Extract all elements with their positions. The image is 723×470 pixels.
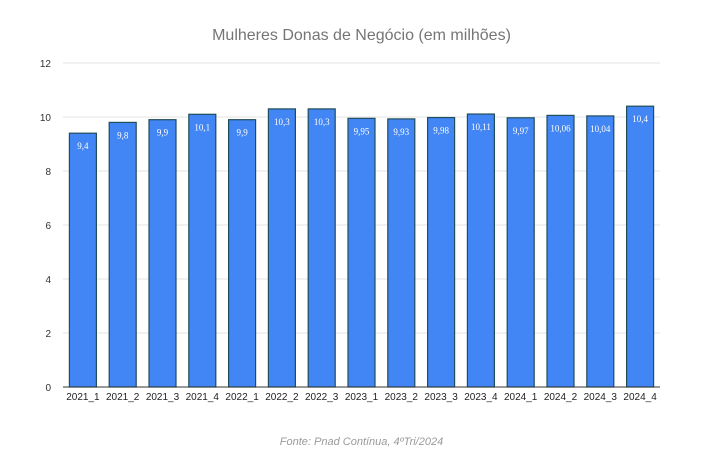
- bar-value-label: 10,1: [194, 122, 210, 132]
- x-tick-label: 2023_4: [464, 392, 498, 403]
- bar: [188, 113, 217, 388]
- bar-value-label: 10,06: [550, 123, 571, 133]
- bar-value-label: 9,9: [157, 128, 169, 138]
- x-tick-label: 2021_4: [186, 392, 220, 403]
- bar: [68, 132, 98, 388]
- bar-value-label: 10,11: [471, 122, 491, 132]
- bar-value-label: 9,9: [236, 128, 248, 138]
- bar: [546, 114, 575, 388]
- bar: [506, 117, 535, 388]
- x-tick-label: 2021_2: [106, 392, 140, 403]
- y-tick-label: 10: [40, 113, 52, 124]
- bar: [108, 121, 137, 388]
- x-tick-label: 2022_2: [265, 392, 299, 403]
- bar: [148, 119, 177, 388]
- y-tick-label: 2: [45, 329, 51, 340]
- bar-value-label: 10,04: [590, 124, 611, 134]
- bar-value-label: 9,97: [513, 126, 529, 136]
- x-tick-label: 2021_3: [146, 392, 180, 403]
- x-tick-label: 2024_3: [584, 392, 618, 403]
- bar: [625, 105, 655, 388]
- bar: [387, 118, 416, 388]
- y-tick-label: 0: [45, 383, 51, 394]
- x-tick-label: 2022_3: [305, 392, 339, 403]
- bar: [586, 115, 615, 388]
- y-tick-label: 8: [45, 167, 51, 178]
- x-tick-label: 2023_2: [385, 392, 419, 403]
- bar-value-label: 9,95: [354, 126, 370, 136]
- bar: [427, 116, 456, 388]
- bar: [347, 117, 376, 388]
- bar-value-label: 9,8: [117, 130, 129, 140]
- x-tick-label: 2023_3: [424, 392, 458, 403]
- bar-value-label: 9,93: [393, 127, 409, 137]
- bar-value-label: 10,4: [632, 114, 648, 124]
- bar-value-label: 9,98: [433, 126, 449, 136]
- bar: [267, 108, 296, 388]
- y-tick-label: 12: [40, 59, 52, 70]
- x-tick-label: 2024_2: [544, 392, 578, 403]
- y-axis-ticks: 0 2 4 6 8 10 12: [40, 59, 52, 394]
- x-tick-label: 2024_4: [623, 392, 657, 403]
- x-tick-label: 2024_1: [504, 392, 538, 403]
- bar-value-label: 10,3: [314, 117, 330, 127]
- x-tick-label: 2023_1: [345, 392, 379, 403]
- x-tick-label: 2022_1: [225, 392, 259, 403]
- x-axis-ticks: 2021_1 2021_2 2021_3 2021_4 2022_1 2022_2 2022…: [66, 392, 657, 403]
- chart-title: Mulheres Donas de Negócio (em milhões): [212, 27, 511, 44]
- bar-value-label: 10,3: [274, 117, 290, 127]
- bars: 9,4 9,8 9,9 10,1 9,9 10,3 10,3 9,95 9,93 9,98 10,1…: [68, 105, 655, 388]
- bar: [228, 119, 257, 388]
- bar-value-label: 9,4: [77, 141, 89, 151]
- y-tick-label: 6: [45, 221, 51, 232]
- bar: [466, 113, 495, 388]
- y-tick-label: 4: [45, 275, 51, 286]
- chart-source-note: Fonte: Pnad Contínua, 4ºTri/2024: [279, 436, 444, 448]
- x-tick-label: 2021_1: [66, 392, 100, 403]
- bar: [307, 108, 336, 388]
